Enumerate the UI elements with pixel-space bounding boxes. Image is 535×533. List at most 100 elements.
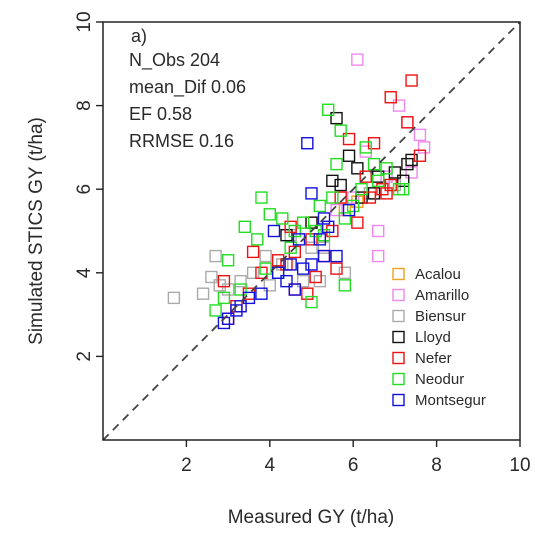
legend: Acalou Amarillo Biensur Lloyd Nefer Neodur Mon… bbox=[392, 266, 486, 409]
data-point bbox=[355, 191, 368, 204]
data-point bbox=[276, 212, 289, 225]
data-point bbox=[372, 174, 385, 188]
data-point bbox=[167, 291, 181, 305]
data-point bbox=[317, 241, 331, 254]
data-point bbox=[284, 220, 297, 234]
legend-label: Nefer bbox=[415, 350, 452, 367]
x-tick-label: 10 bbox=[509, 455, 530, 476]
data-point bbox=[330, 111, 343, 125]
data-point bbox=[305, 258, 318, 271]
legend-label: Lloyd bbox=[415, 329, 451, 346]
x-axis-ticks: 2 4 6 8 10 bbox=[181, 440, 531, 476]
legend-marker bbox=[392, 330, 405, 344]
data-point bbox=[372, 224, 385, 238]
data-point bbox=[392, 99, 406, 112]
data-point bbox=[255, 287, 268, 300]
legend-label: Montsegur bbox=[415, 392, 486, 409]
data-point bbox=[397, 174, 410, 188]
legend-marker bbox=[392, 267, 405, 281]
data-point bbox=[417, 141, 431, 154]
data-point bbox=[334, 124, 347, 137]
data-point bbox=[338, 266, 352, 279]
data-point bbox=[380, 170, 393, 183]
data-point bbox=[351, 53, 364, 66]
legend-marker bbox=[392, 372, 405, 386]
data-point bbox=[305, 216, 318, 229]
y-tick-label: 6 bbox=[74, 184, 95, 195]
data-point bbox=[217, 274, 231, 288]
data-point bbox=[271, 266, 285, 279]
data-point bbox=[313, 233, 327, 246]
data-point bbox=[330, 203, 343, 217]
data-point bbox=[367, 137, 381, 150]
y-tick-label: 2 bbox=[74, 351, 95, 362]
data-point bbox=[263, 208, 276, 221]
x-axis-label: Measured GY (t/ha) bbox=[228, 507, 395, 528]
data-point bbox=[234, 300, 247, 313]
data-point bbox=[363, 191, 377, 204]
data-point bbox=[363, 187, 377, 200]
data-point bbox=[317, 249, 331, 263]
data-point bbox=[326, 191, 339, 204]
y-axis-label: Simulated STICS GY (t/ha) bbox=[26, 117, 47, 345]
data-point bbox=[351, 216, 364, 229]
stat-ef: EF 0.58 bbox=[129, 104, 192, 124]
one-to-one-line bbox=[102, 21, 521, 441]
data-point bbox=[359, 170, 372, 183]
data-point bbox=[405, 166, 418, 179]
data-point bbox=[259, 249, 272, 263]
data-point bbox=[347, 191, 360, 204]
data-points bbox=[167, 53, 431, 330]
data-point bbox=[288, 283, 302, 296]
data-point bbox=[280, 274, 293, 288]
data-point bbox=[242, 291, 256, 305]
data-point bbox=[292, 233, 306, 246]
data-point bbox=[301, 137, 314, 150]
data-point bbox=[284, 228, 297, 242]
data-point bbox=[397, 182, 410, 196]
data-point bbox=[334, 191, 347, 204]
legend-marker bbox=[392, 393, 405, 407]
data-point bbox=[355, 182, 368, 196]
data-point bbox=[317, 249, 331, 263]
data-point bbox=[246, 266, 260, 279]
data-point bbox=[209, 304, 222, 317]
data-point bbox=[367, 157, 381, 171]
data-point bbox=[309, 270, 322, 284]
legend-marker bbox=[392, 288, 405, 302]
data-point bbox=[342, 132, 356, 146]
legend-marker bbox=[392, 309, 405, 323]
data-point bbox=[259, 262, 272, 275]
data-point bbox=[330, 249, 343, 263]
legend-label: Acalou bbox=[415, 266, 461, 283]
data-point bbox=[288, 245, 302, 259]
data-point bbox=[251, 233, 264, 246]
data-point bbox=[380, 187, 393, 200]
data-point bbox=[334, 178, 347, 192]
data-point bbox=[372, 249, 385, 263]
data-point bbox=[330, 262, 343, 275]
data-point bbox=[338, 203, 352, 217]
data-point bbox=[271, 254, 285, 267]
data-point bbox=[246, 245, 260, 259]
data-point bbox=[359, 145, 372, 158]
data-point bbox=[338, 212, 352, 225]
data-point bbox=[284, 241, 297, 254]
data-point bbox=[296, 262, 310, 275]
data-point bbox=[317, 212, 331, 225]
data-point bbox=[351, 162, 364, 175]
data-point bbox=[305, 187, 318, 200]
data-point bbox=[401, 157, 414, 171]
data-point bbox=[217, 291, 231, 305]
data-point bbox=[326, 174, 339, 188]
data-point bbox=[380, 162, 393, 175]
data-point bbox=[338, 279, 352, 292]
legend-marker bbox=[392, 351, 405, 365]
data-point bbox=[205, 270, 218, 284]
data-point bbox=[305, 295, 318, 309]
data-point bbox=[326, 224, 339, 238]
data-point bbox=[413, 149, 427, 162]
data-point bbox=[217, 316, 231, 330]
data-point bbox=[221, 312, 235, 325]
